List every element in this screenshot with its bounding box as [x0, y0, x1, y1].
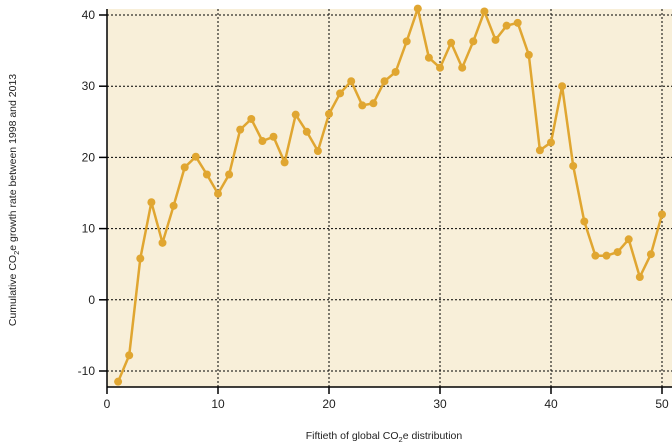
data-point: [424, 53, 433, 62]
data-point: [169, 201, 178, 210]
y-tick-label: 30: [82, 79, 96, 93]
data-point: [313, 146, 322, 155]
data-point: [458, 63, 467, 72]
y-tick-label: 40: [82, 8, 96, 22]
data-point: [369, 99, 378, 108]
x-tick-label: 0: [104, 397, 111, 411]
data-point: [136, 254, 145, 263]
data-point: [214, 189, 222, 198]
data-point: [236, 125, 245, 134]
data-point: [602, 251, 611, 260]
data-point: [391, 67, 400, 76]
x-tick-label: 50: [655, 397, 669, 411]
y-tick-label: 10: [82, 222, 96, 236]
data-point: [125, 351, 134, 360]
data-point: [502, 21, 511, 30]
series-group: [114, 4, 666, 386]
data-point: [191, 152, 200, 161]
data-point: [469, 37, 478, 46]
x-tick-label: 10: [211, 397, 225, 411]
data-point: [635, 273, 644, 282]
data-point: [247, 114, 256, 123]
data-point: [658, 210, 666, 219]
data-point: [558, 82, 567, 91]
data-point: [524, 50, 533, 59]
data-point: [613, 248, 622, 257]
data-point: [413, 4, 422, 13]
x-tick-label: 30: [433, 397, 447, 411]
data-point: [114, 377, 123, 386]
data-point: [380, 77, 389, 86]
y-tick-label: 20: [82, 150, 96, 164]
y-tick-label: 0: [88, 293, 95, 307]
data-point: [280, 158, 289, 167]
data-point: [147, 198, 156, 207]
data-point: [180, 163, 189, 172]
data-point: [513, 18, 522, 27]
data-point: [547, 138, 555, 147]
data-point: [480, 7, 489, 16]
data-point: [535, 146, 544, 155]
data-point: [202, 170, 211, 179]
plot-area: [107, 9, 672, 387]
data-point: [447, 38, 456, 47]
data-point: [291, 110, 300, 119]
tick-labels: -10 0 10 20 30 40 0 10 20 30 40 50: [78, 8, 669, 411]
data-point: [491, 35, 500, 44]
data-point: [358, 101, 367, 110]
x-axis-title: Fiftieth of global CO2e distribution: [306, 430, 463, 444]
data-point: [436, 63, 444, 72]
x-tick-label: 20: [322, 397, 336, 411]
data-point: [258, 137, 267, 146]
data-point: [225, 170, 234, 179]
data-point: [325, 109, 333, 118]
y-tick-label: -10: [78, 364, 96, 378]
y-axis-title: Cumulative CO2e growth rate between 1998…: [7, 74, 21, 326]
data-point: [269, 132, 278, 141]
x-tick-label: 40: [544, 397, 558, 411]
data-point: [336, 89, 345, 98]
data-point: [569, 161, 578, 170]
data-point: [302, 127, 311, 136]
grid: [107, 9, 672, 387]
data-point: [646, 250, 655, 259]
data-point: [347, 77, 356, 86]
data-point: [624, 235, 633, 244]
data-point: [402, 37, 411, 46]
data-point: [580, 217, 589, 226]
data-point: [158, 238, 167, 247]
axes: [99, 9, 672, 394]
data-point: [591, 251, 600, 260]
